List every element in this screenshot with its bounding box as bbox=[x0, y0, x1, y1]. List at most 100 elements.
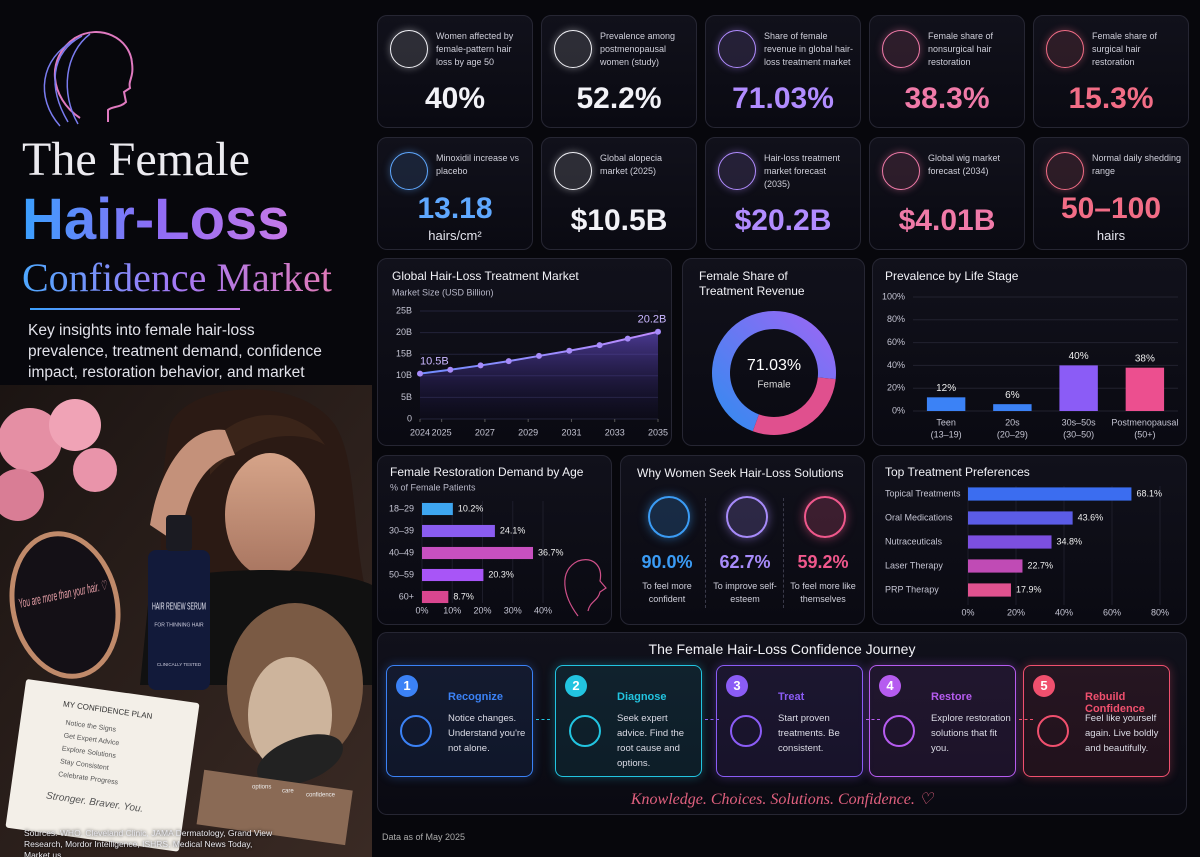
step-title: Treat bbox=[778, 691, 805, 703]
point bbox=[447, 366, 454, 373]
step-title: Rebuild Confidence bbox=[1085, 691, 1145, 715]
stat-icon bbox=[718, 30, 756, 68]
mirror: You are more than your hair. ♡ bbox=[9, 531, 121, 679]
area bbox=[420, 331, 658, 419]
serum-badge: CLINICALLY TESTED bbox=[157, 662, 202, 667]
step-title: Recognize bbox=[448, 691, 504, 703]
stat-value: 71.03% bbox=[732, 82, 834, 115]
stat-icon bbox=[390, 152, 428, 190]
stat-icon bbox=[718, 152, 756, 190]
x-tick-label: 40% bbox=[1055, 607, 1073, 617]
decor-profile bbox=[564, 559, 607, 617]
bar-chart-panel: Prevalence by Life Stage 0% 20% 40% 60% 80% 10… bbox=[872, 258, 1187, 446]
value-label: 8.7% bbox=[453, 591, 474, 601]
reason-icon bbox=[648, 496, 690, 538]
reason-icon bbox=[726, 496, 768, 538]
y-tick-label: PRP Therapy bbox=[885, 584, 939, 594]
x-tick-label: 0% bbox=[415, 605, 428, 615]
step-number: 4 bbox=[879, 675, 901, 697]
bar bbox=[422, 568, 484, 582]
y-tick-label: Topical Treatments bbox=[885, 488, 961, 498]
value-label: 6% bbox=[1005, 390, 1020, 401]
chart-subtitle: % of Female Patients bbox=[390, 482, 476, 492]
stat-icon bbox=[882, 152, 920, 190]
stat-icon bbox=[390, 30, 428, 68]
stat-label: Global wig market forecast (2034) bbox=[928, 153, 1001, 176]
x-tick-label: 2031 bbox=[561, 427, 581, 437]
step-arrow bbox=[705, 719, 719, 720]
reason-value: 59.2% bbox=[797, 552, 849, 572]
x-tick-label: 2027 bbox=[475, 427, 495, 437]
point bbox=[536, 352, 542, 359]
step-arrow bbox=[1019, 719, 1033, 720]
step-text: Explore restoration solutions that fit y… bbox=[931, 713, 1011, 754]
stat-label: Share of female revenue in global hair-l… bbox=[764, 31, 854, 67]
y-tick-label: 60% bbox=[887, 337, 905, 347]
swatch-label: options bbox=[252, 785, 271, 791]
stat-card: Global wig market forecast (2034) $4.01B bbox=[869, 137, 1025, 250]
chart-svg: Female Restoration Demand by Age % of Fem… bbox=[389, 465, 607, 617]
sources: Sources: WHO, Cleveland Clinic, JAMA Der… bbox=[24, 828, 273, 857]
step-icon bbox=[730, 715, 762, 747]
title-line2: Hair-Loss bbox=[22, 187, 290, 252]
step-icon bbox=[1037, 715, 1069, 747]
y-tick-label: 60+ bbox=[399, 591, 414, 601]
x-tick-label: 20% bbox=[473, 605, 491, 615]
step-number: 2 bbox=[565, 675, 587, 697]
y-tick-label: Laser Therapy bbox=[885, 560, 943, 570]
y-tick-label: 0% bbox=[892, 405, 905, 415]
chart-title: Prevalence by Life Stage bbox=[885, 269, 1019, 283]
y-tick-label: 15B bbox=[396, 349, 412, 359]
x-tick-label: 20% bbox=[1007, 607, 1025, 617]
y-tick-label: Nutraceuticals bbox=[885, 536, 943, 546]
step-arrow bbox=[536, 719, 550, 720]
reasons-panel: Why Women Seek Hair-Loss Solutions 90.0% T… bbox=[620, 455, 865, 625]
chart-svg: Global Hair-Loss Treatment Market Market … bbox=[392, 269, 668, 437]
flowers bbox=[0, 399, 117, 521]
stat-card: Female share of nonsurgical hair restora… bbox=[869, 15, 1025, 128]
chart-title: Female Share of Treatment Revenue bbox=[699, 269, 805, 298]
point bbox=[417, 370, 423, 377]
x-tick-note: (30–50) bbox=[1063, 429, 1094, 439]
step-text: Seek expert advice. Find the root cause … bbox=[617, 713, 685, 769]
step-arrow bbox=[866, 719, 880, 720]
stat-unit: hairs bbox=[1096, 228, 1126, 243]
x-tick-label: 2029 bbox=[518, 427, 538, 437]
divider bbox=[705, 498, 706, 608]
value-label: 24.1% bbox=[500, 525, 526, 535]
stat-unit: hairs/cm² bbox=[428, 228, 482, 243]
x-tick-label: 0% bbox=[961, 607, 974, 617]
bar bbox=[968, 583, 1011, 597]
x-tick-label: 2024 bbox=[410, 427, 430, 437]
stat-value: 15.3% bbox=[1068, 82, 1154, 115]
stat-icon bbox=[554, 152, 592, 190]
donut-segment bbox=[712, 311, 836, 432]
stat-label: Hair-loss treatment market forecast (203… bbox=[764, 153, 841, 189]
stat-value: 52.2% bbox=[576, 82, 662, 115]
step-icon bbox=[569, 715, 601, 747]
x-tick-label: 30s–50s bbox=[1062, 417, 1097, 427]
stat-label: Minoxidil increase vs placebo bbox=[436, 153, 520, 176]
photo: You are more than your hair. ♡ HAIR RENE… bbox=[0, 385, 372, 857]
y-tick-label: 20% bbox=[887, 383, 905, 393]
step-number: 3 bbox=[726, 675, 748, 697]
bar bbox=[968, 559, 1023, 573]
stat-icon bbox=[1046, 152, 1084, 190]
x-tick-note: (13–19) bbox=[931, 429, 962, 439]
y-tick-label: 80% bbox=[887, 314, 905, 324]
stat-label: Female share of nonsurgical hair restora… bbox=[928, 31, 994, 67]
bar bbox=[422, 524, 495, 538]
x-tick-label: 2033 bbox=[605, 427, 625, 437]
donut-panel: 71.03% Female Female Share of Treatment Re… bbox=[682, 258, 865, 446]
value-label: 10.2% bbox=[458, 503, 484, 513]
y-tick-label: 50–59 bbox=[389, 569, 414, 579]
stat-value: $4.01B bbox=[898, 204, 996, 237]
value-label: 20.2B bbox=[638, 314, 667, 326]
x-tick-note: (20–29) bbox=[997, 429, 1028, 439]
title-rule bbox=[30, 308, 240, 310]
x-tick-label: 60% bbox=[1103, 607, 1121, 617]
chart-subtitle: Market Size (USD Billion) bbox=[392, 287, 494, 297]
brush bbox=[257, 734, 343, 786]
reason-value: 90.0% bbox=[641, 552, 693, 572]
